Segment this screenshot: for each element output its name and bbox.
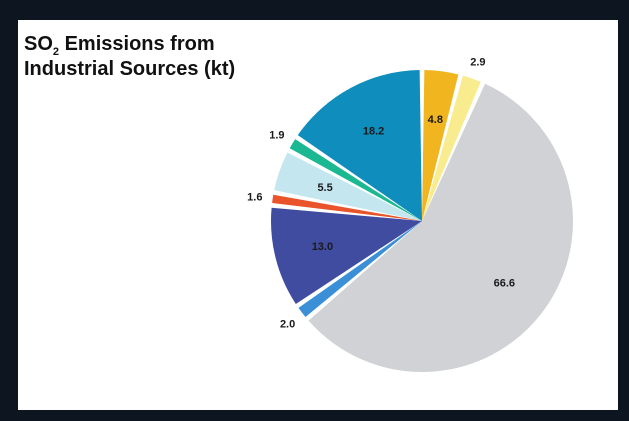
pie-slice-2 — [308, 83, 574, 373]
pie-slice-0 — [422, 70, 459, 221]
pie-label-3: 2.0 — [280, 318, 295, 330]
pie-slice-1 — [422, 75, 481, 221]
pie-slice-3 — [298, 221, 422, 318]
pie-slice-7 — [289, 139, 422, 221]
pie-slice-4 — [271, 207, 422, 304]
chart-title: SO2 Emissions from Industrial Sources (k… — [24, 32, 244, 82]
pie-slice-6 — [274, 152, 422, 221]
pie-label-2: 66.6 — [494, 277, 515, 289]
chart-title-prefix: SO — [24, 33, 53, 55]
pie-chart: 4.8 2.9 66.6 2.0 13.0 1.6 5.5 1.9 18.2 — [247, 57, 574, 373]
pie-label-1: 2.9 — [470, 57, 485, 69]
pie-slice-8 — [297, 70, 422, 221]
pie-label-7: 1.9 — [269, 129, 284, 141]
pie-label-6: 5.5 — [317, 182, 332, 194]
pie-label-4: 13.0 — [312, 241, 333, 253]
chart-title-rest: Emissions from Industrial Sources (kt) — [24, 33, 236, 80]
chart-panel: SO2 Emissions from Industrial Sources (k… — [18, 20, 618, 410]
chart-title-subscript: 2 — [52, 46, 60, 58]
pie-label-8: 18.2 — [363, 125, 384, 137]
pie-label-5: 1.6 — [247, 191, 262, 203]
pie-label-0: 4.8 — [428, 114, 443, 126]
pie-slice-5 — [272, 194, 422, 221]
